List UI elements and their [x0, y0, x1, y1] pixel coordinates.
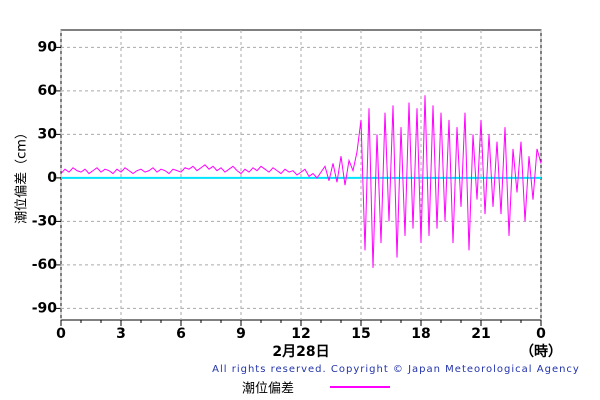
data-line — [60, 95, 542, 268]
y-tick-label: -60 — [32, 257, 58, 273]
x-tick-label: 12 — [291, 326, 310, 342]
y-tick-label: -90 — [32, 300, 58, 316]
x-tick-label: 0 — [56, 326, 66, 342]
x-tick-label: 6 — [176, 326, 186, 342]
x-tick-label: 18 — [411, 326, 430, 342]
legend-label: 潮位偏差 — [242, 382, 294, 397]
y-axis-label: 潮位偏差（cm） — [15, 126, 30, 224]
x-tick-label: 21 — [471, 326, 490, 342]
copyright: All rights reserved. Copyright © Japan M… — [212, 364, 580, 375]
x-axis-label: 2月28日 — [272, 344, 329, 360]
x-tick-label: 15 — [351, 326, 370, 342]
y-tick-label: 0 — [47, 170, 57, 186]
x-tick-label: 3 — [116, 326, 126, 342]
y-tick-label: 30 — [38, 126, 58, 142]
y-tick-label: -30 — [32, 213, 58, 229]
x-tick-label: 0 — [536, 326, 546, 342]
y-tick-label: 60 — [38, 83, 58, 99]
y-tick-label: 90 — [38, 39, 58, 55]
x-axis-unit: （時） — [520, 343, 562, 360]
x-tick-label: 9 — [236, 326, 246, 342]
